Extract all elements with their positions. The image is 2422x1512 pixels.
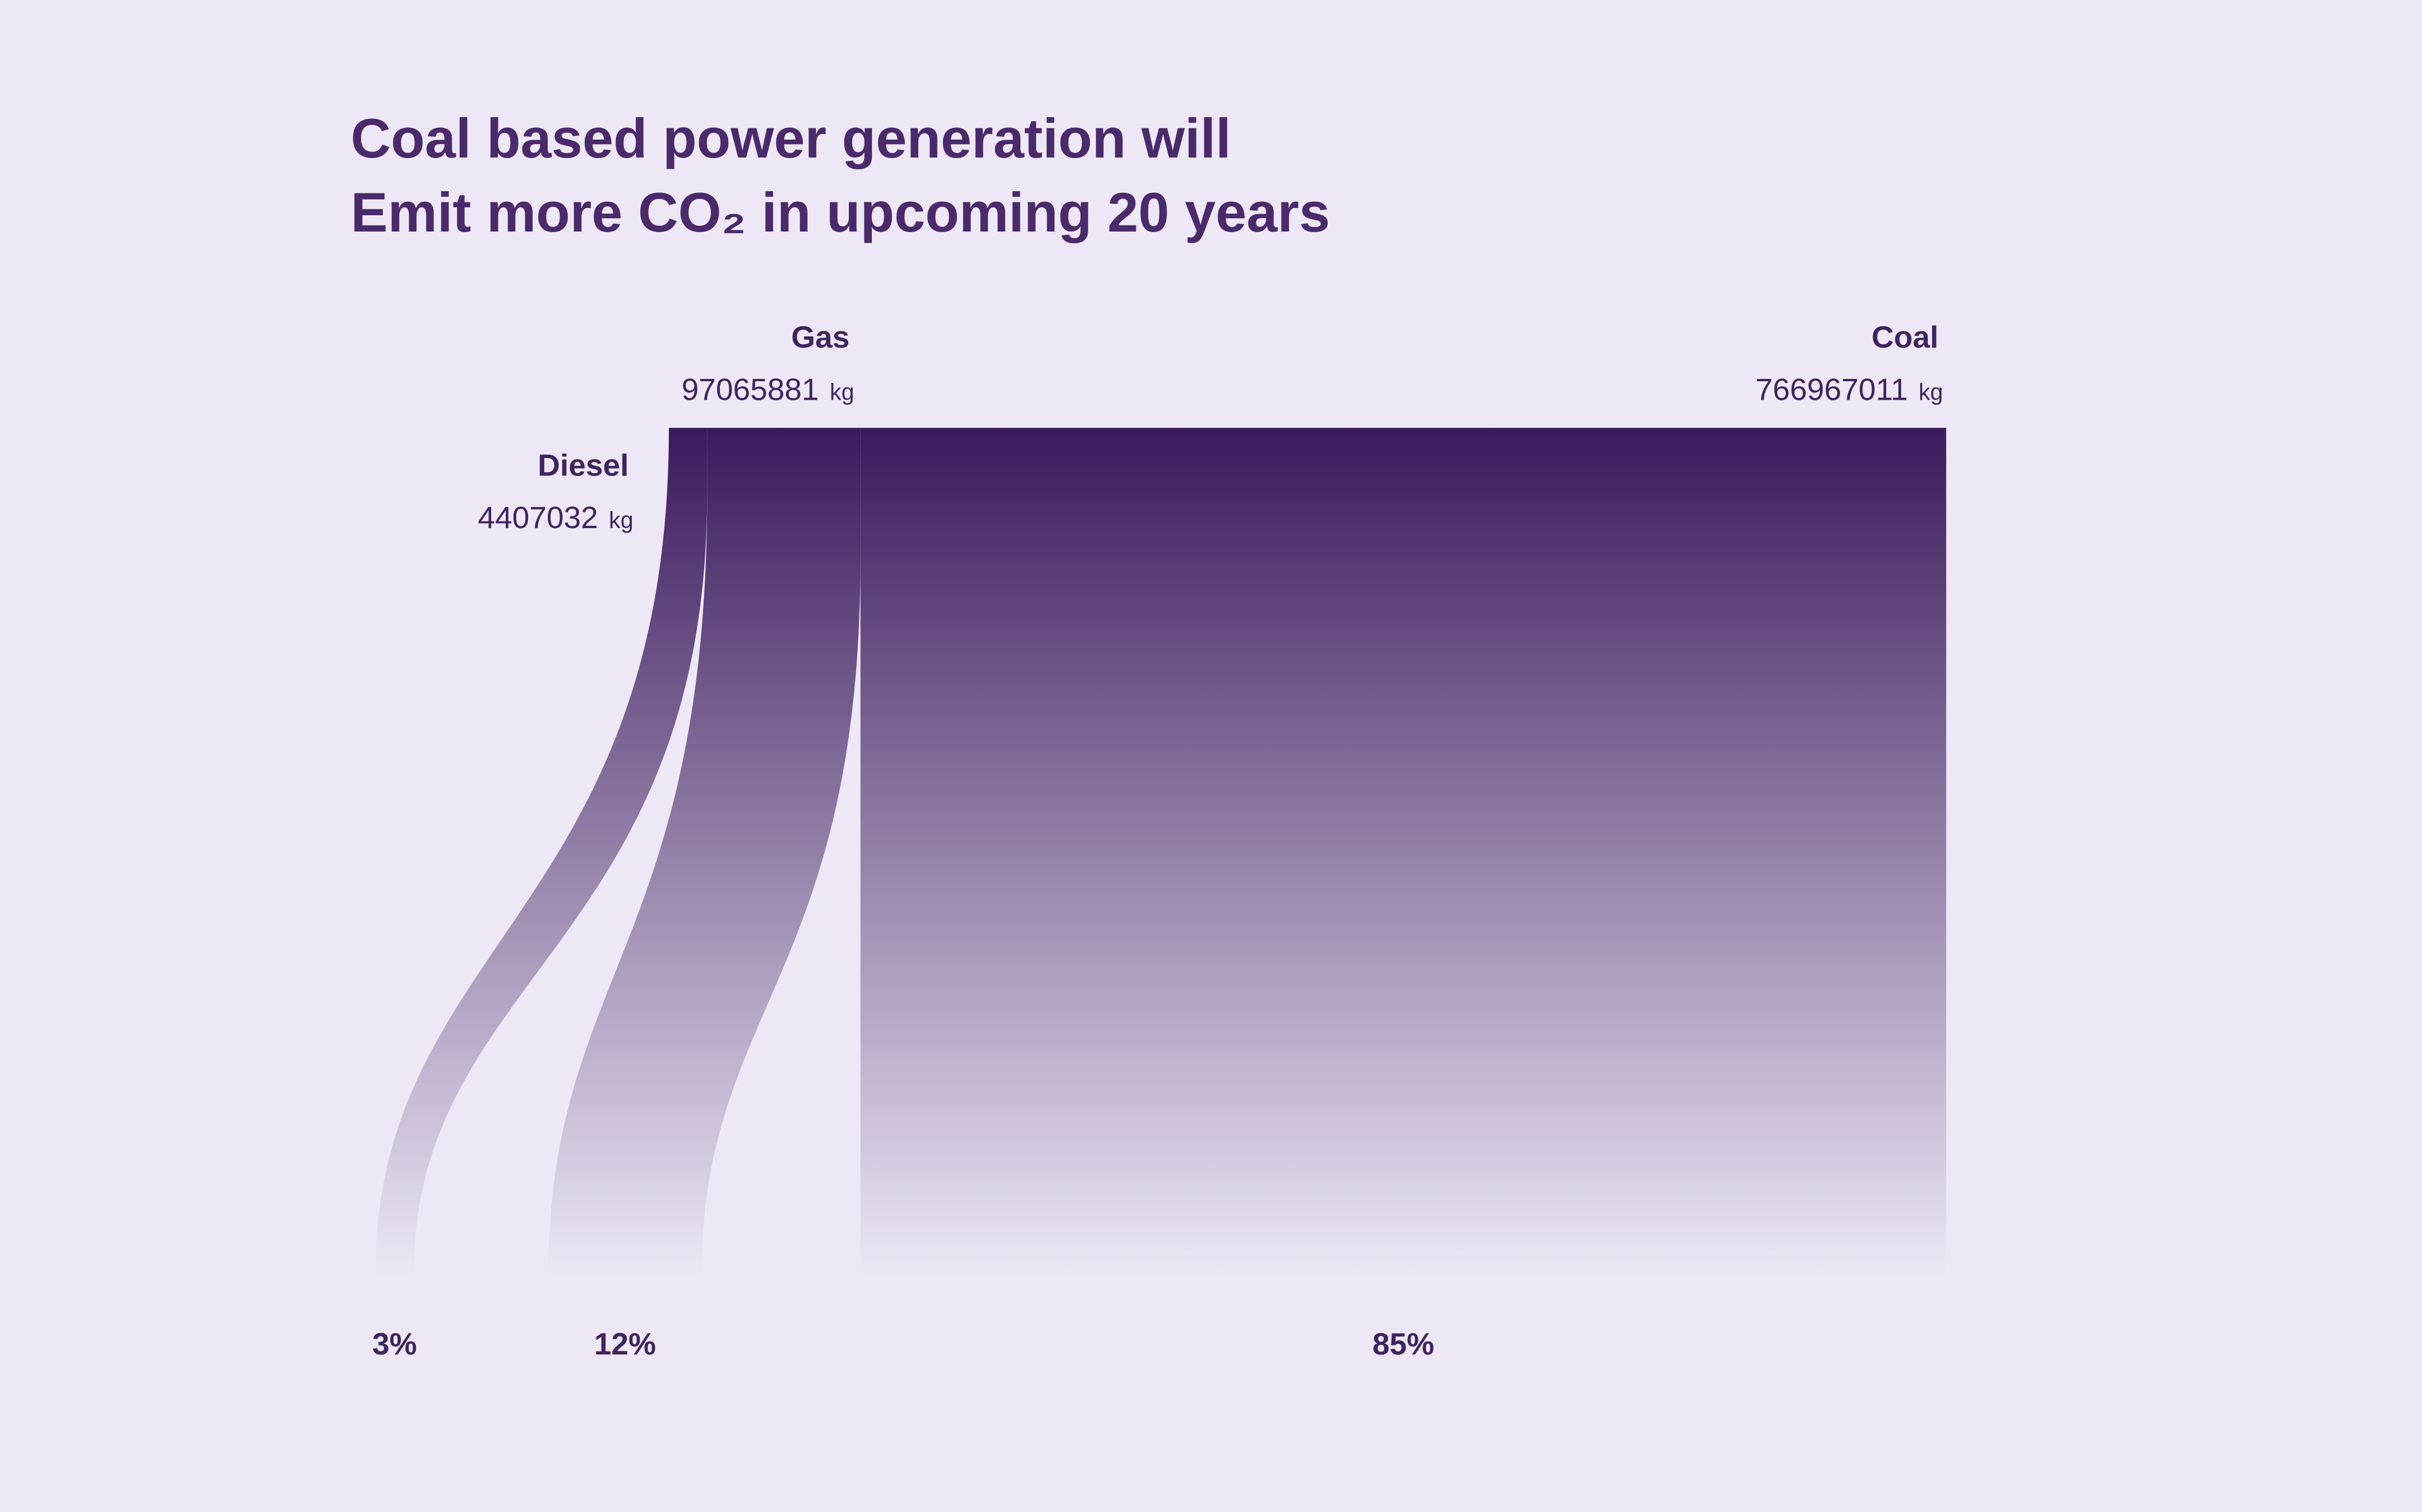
source-name: Gas	[791, 320, 849, 354]
chart-title: Coal based power generation will	[351, 108, 1231, 170]
value-unit: kg	[609, 507, 634, 533]
flow-band	[375, 428, 708, 1274]
value-number: 766967011	[1755, 372, 1908, 407]
source-value: 766967011 kg	[1755, 372, 1943, 407]
source-value: 97065881 kg	[682, 372, 854, 407]
value-unit: kg	[830, 380, 854, 405]
source-value: 4407032 kg	[478, 500, 633, 535]
value-number: 4407032	[478, 500, 598, 535]
source-name: Diesel	[538, 447, 628, 482]
share-label: 12%	[594, 1326, 656, 1361]
share-label: 85%	[1372, 1326, 1434, 1361]
value-number: 97065881	[682, 372, 819, 407]
value-unit: kg	[1919, 380, 1943, 405]
source-name: Coal	[1871, 320, 1938, 354]
flow-band	[860, 428, 1947, 1274]
flow-band	[548, 428, 861, 1274]
share-label: 3%	[372, 1326, 417, 1361]
chart-title: Emit more CO₂ in upcoming 20 years	[351, 182, 1330, 244]
